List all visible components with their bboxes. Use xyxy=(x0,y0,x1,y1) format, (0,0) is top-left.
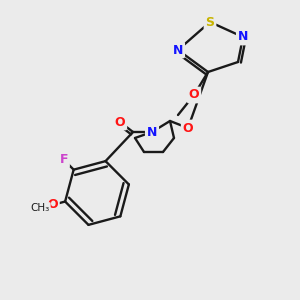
Text: N: N xyxy=(173,44,183,56)
Text: O: O xyxy=(47,198,58,212)
Text: N: N xyxy=(147,125,157,139)
Text: N: N xyxy=(238,31,248,44)
Text: O: O xyxy=(183,122,193,134)
Text: O: O xyxy=(189,88,199,101)
Text: F: F xyxy=(59,153,68,166)
Text: S: S xyxy=(206,16,214,28)
Text: O: O xyxy=(115,116,125,128)
Text: CH₃: CH₃ xyxy=(30,203,50,213)
